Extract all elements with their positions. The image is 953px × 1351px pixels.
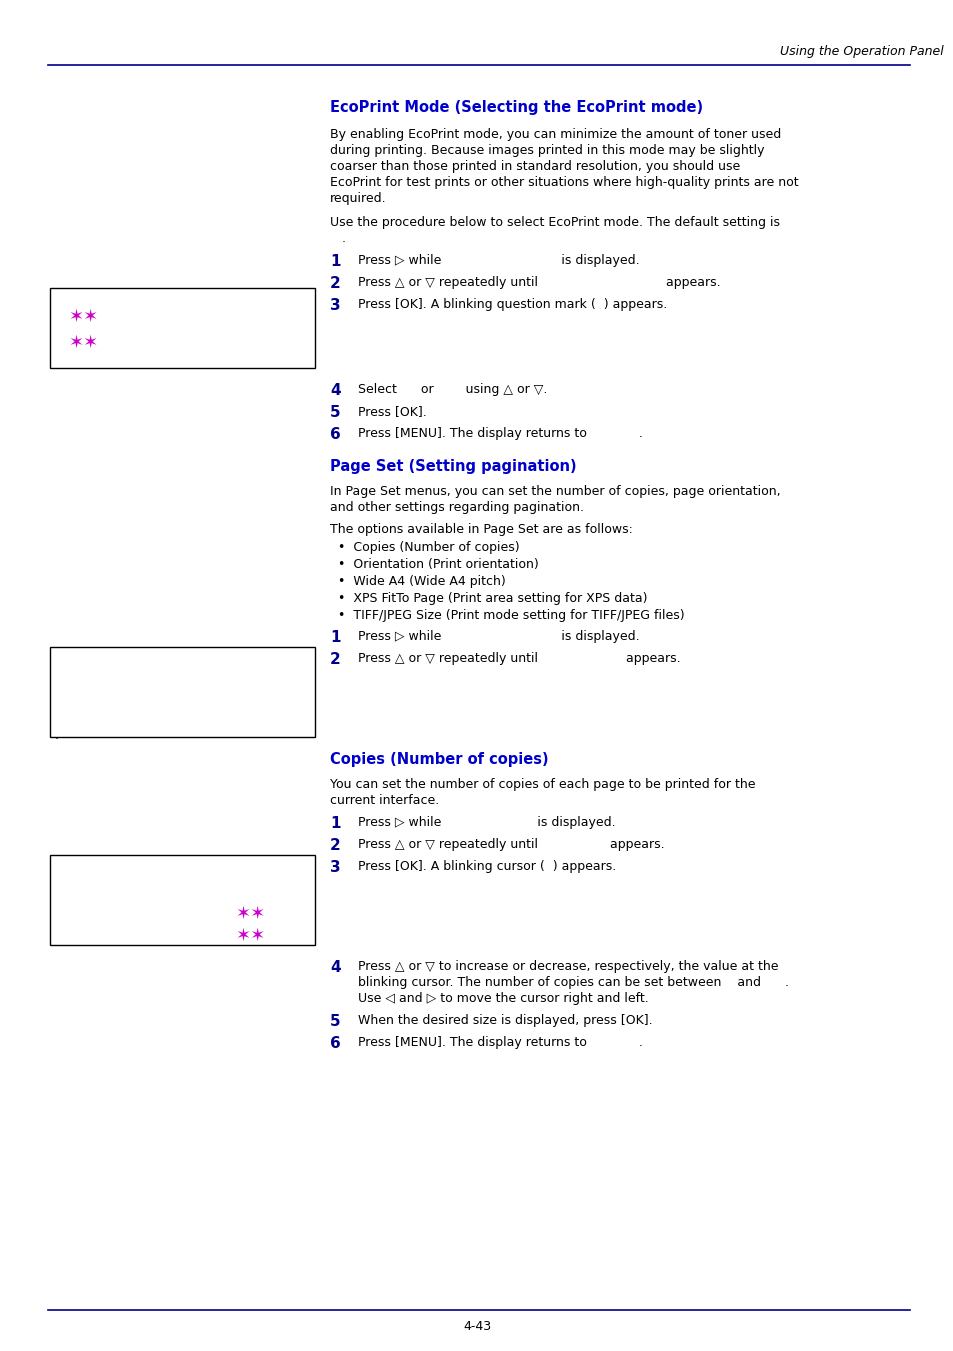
Text: •  Copies (Number of copies): • Copies (Number of copies)	[337, 540, 519, 554]
Text: 3: 3	[330, 299, 340, 313]
Text: When the desired size is displayed, press [OK].: When the desired size is displayed, pres…	[357, 1015, 652, 1027]
Text: coarser than those printed in standard resolution, you should use: coarser than those printed in standard r…	[330, 159, 740, 173]
Text: 4: 4	[330, 382, 340, 399]
Text: 4: 4	[330, 961, 340, 975]
Text: Press △ or ▽ repeatedly until                  appears.: Press △ or ▽ repeatedly until appears.	[357, 838, 664, 851]
Text: Use the procedure below to select EcoPrint mode. The default setting is: Use the procedure below to select EcoPri…	[330, 216, 780, 230]
Text: 1: 1	[330, 816, 340, 831]
Text: Press [MENU]. The display returns to             .: Press [MENU]. The display returns to .	[357, 1036, 642, 1048]
Text: 5: 5	[330, 1015, 340, 1029]
Text: By enabling EcoPrint mode, you can minimize the amount of toner used: By enabling EcoPrint mode, you can minim…	[330, 128, 781, 141]
Text: Press △ or ▽ repeatedly until                                appears.: Press △ or ▽ repeatedly until appears.	[357, 276, 720, 289]
Text: Press [OK].: Press [OK].	[357, 405, 426, 417]
Text: Page Set (Setting pagination): Page Set (Setting pagination)	[330, 459, 576, 474]
Text: Press ▷ while                        is displayed.: Press ▷ while is displayed.	[357, 816, 615, 830]
Text: and other settings regarding pagination.: and other settings regarding pagination.	[330, 501, 583, 513]
Text: Press △ or ▽ repeatedly until                      appears.: Press △ or ▽ repeatedly until appears.	[357, 653, 679, 665]
Text: Using the Operation Panel: Using the Operation Panel	[780, 45, 943, 58]
Text: .: .	[341, 232, 346, 245]
Text: 2: 2	[330, 276, 340, 290]
Text: 6: 6	[330, 1036, 340, 1051]
Text: 5: 5	[330, 405, 340, 420]
Text: 3: 3	[330, 861, 340, 875]
Text: required.: required.	[330, 192, 386, 205]
Text: ✶✶: ✶✶	[68, 334, 98, 353]
Text: during printing. Because images printed in this mode may be slightly: during printing. Because images printed …	[330, 145, 763, 157]
Text: Press [OK]. A blinking question mark (  ) appears.: Press [OK]. A blinking question mark ( )…	[357, 299, 666, 311]
Text: ✶✶: ✶✶	[68, 308, 98, 326]
Text: •  XPS FitTo Page (Print area setting for XPS data): • XPS FitTo Page (Print area setting for…	[337, 592, 647, 605]
Text: ✶✶: ✶✶	[234, 927, 265, 944]
Bar	[50, 288, 314, 367]
Text: 1: 1	[330, 630, 340, 644]
Text: Press △ or ▽ to increase or decrease, respectively, the value at the: Press △ or ▽ to increase or decrease, re…	[357, 961, 778, 973]
Text: Copies (Number of copies): Copies (Number of copies)	[330, 753, 548, 767]
Text: Select      or        using △ or ▽.: Select or using △ or ▽.	[357, 382, 547, 396]
Text: Press ▷ while                              is displayed.: Press ▷ while is displayed.	[357, 630, 639, 643]
Text: Press [MENU]. The display returns to             .: Press [MENU]. The display returns to .	[357, 427, 642, 440]
Text: •  Wide A4 (Wide A4 pitch): • Wide A4 (Wide A4 pitch)	[337, 576, 505, 588]
Text: 1: 1	[330, 254, 340, 269]
Text: 6: 6	[330, 427, 340, 442]
Text: Press ▷ while                              is displayed.: Press ▷ while is displayed.	[357, 254, 639, 267]
Text: 2: 2	[330, 653, 340, 667]
Text: EcoPrint for test prints or other situations where high-quality prints are not: EcoPrint for test prints or other situat…	[330, 176, 798, 189]
Text: .: .	[55, 730, 59, 742]
Text: 2: 2	[330, 838, 340, 852]
Text: Press [OK]. A blinking cursor (  ) appears.: Press [OK]. A blinking cursor ( ) appear…	[357, 861, 616, 873]
Text: 4-43: 4-43	[462, 1320, 491, 1333]
Text: EcoPrint Mode (Selecting the EcoPrint mode): EcoPrint Mode (Selecting the EcoPrint mo…	[330, 100, 702, 115]
Text: •  Orientation (Print orientation): • Orientation (Print orientation)	[337, 558, 538, 571]
Text: Use ◁ and ▷ to move the cursor right and left.: Use ◁ and ▷ to move the cursor right and…	[357, 992, 648, 1005]
Bar	[50, 855, 314, 944]
Text: ✶✶: ✶✶	[234, 905, 265, 923]
Text: current interface.: current interface.	[330, 794, 438, 807]
Text: •  TIFF/JPEG Size (Print mode setting for TIFF/JPEG files): • TIFF/JPEG Size (Print mode setting for…	[337, 609, 684, 621]
Text: In Page Set menus, you can set the number of copies, page orientation,: In Page Set menus, you can set the numbe…	[330, 485, 780, 499]
Text: You can set the number of copies of each page to be printed for the: You can set the number of copies of each…	[330, 778, 755, 790]
Text: The options available in Page Set are as follows:: The options available in Page Set are as…	[330, 523, 632, 536]
Text: blinking cursor. The number of copies can be set between    and      .: blinking cursor. The number of copies ca…	[357, 975, 788, 989]
Bar	[50, 647, 314, 738]
